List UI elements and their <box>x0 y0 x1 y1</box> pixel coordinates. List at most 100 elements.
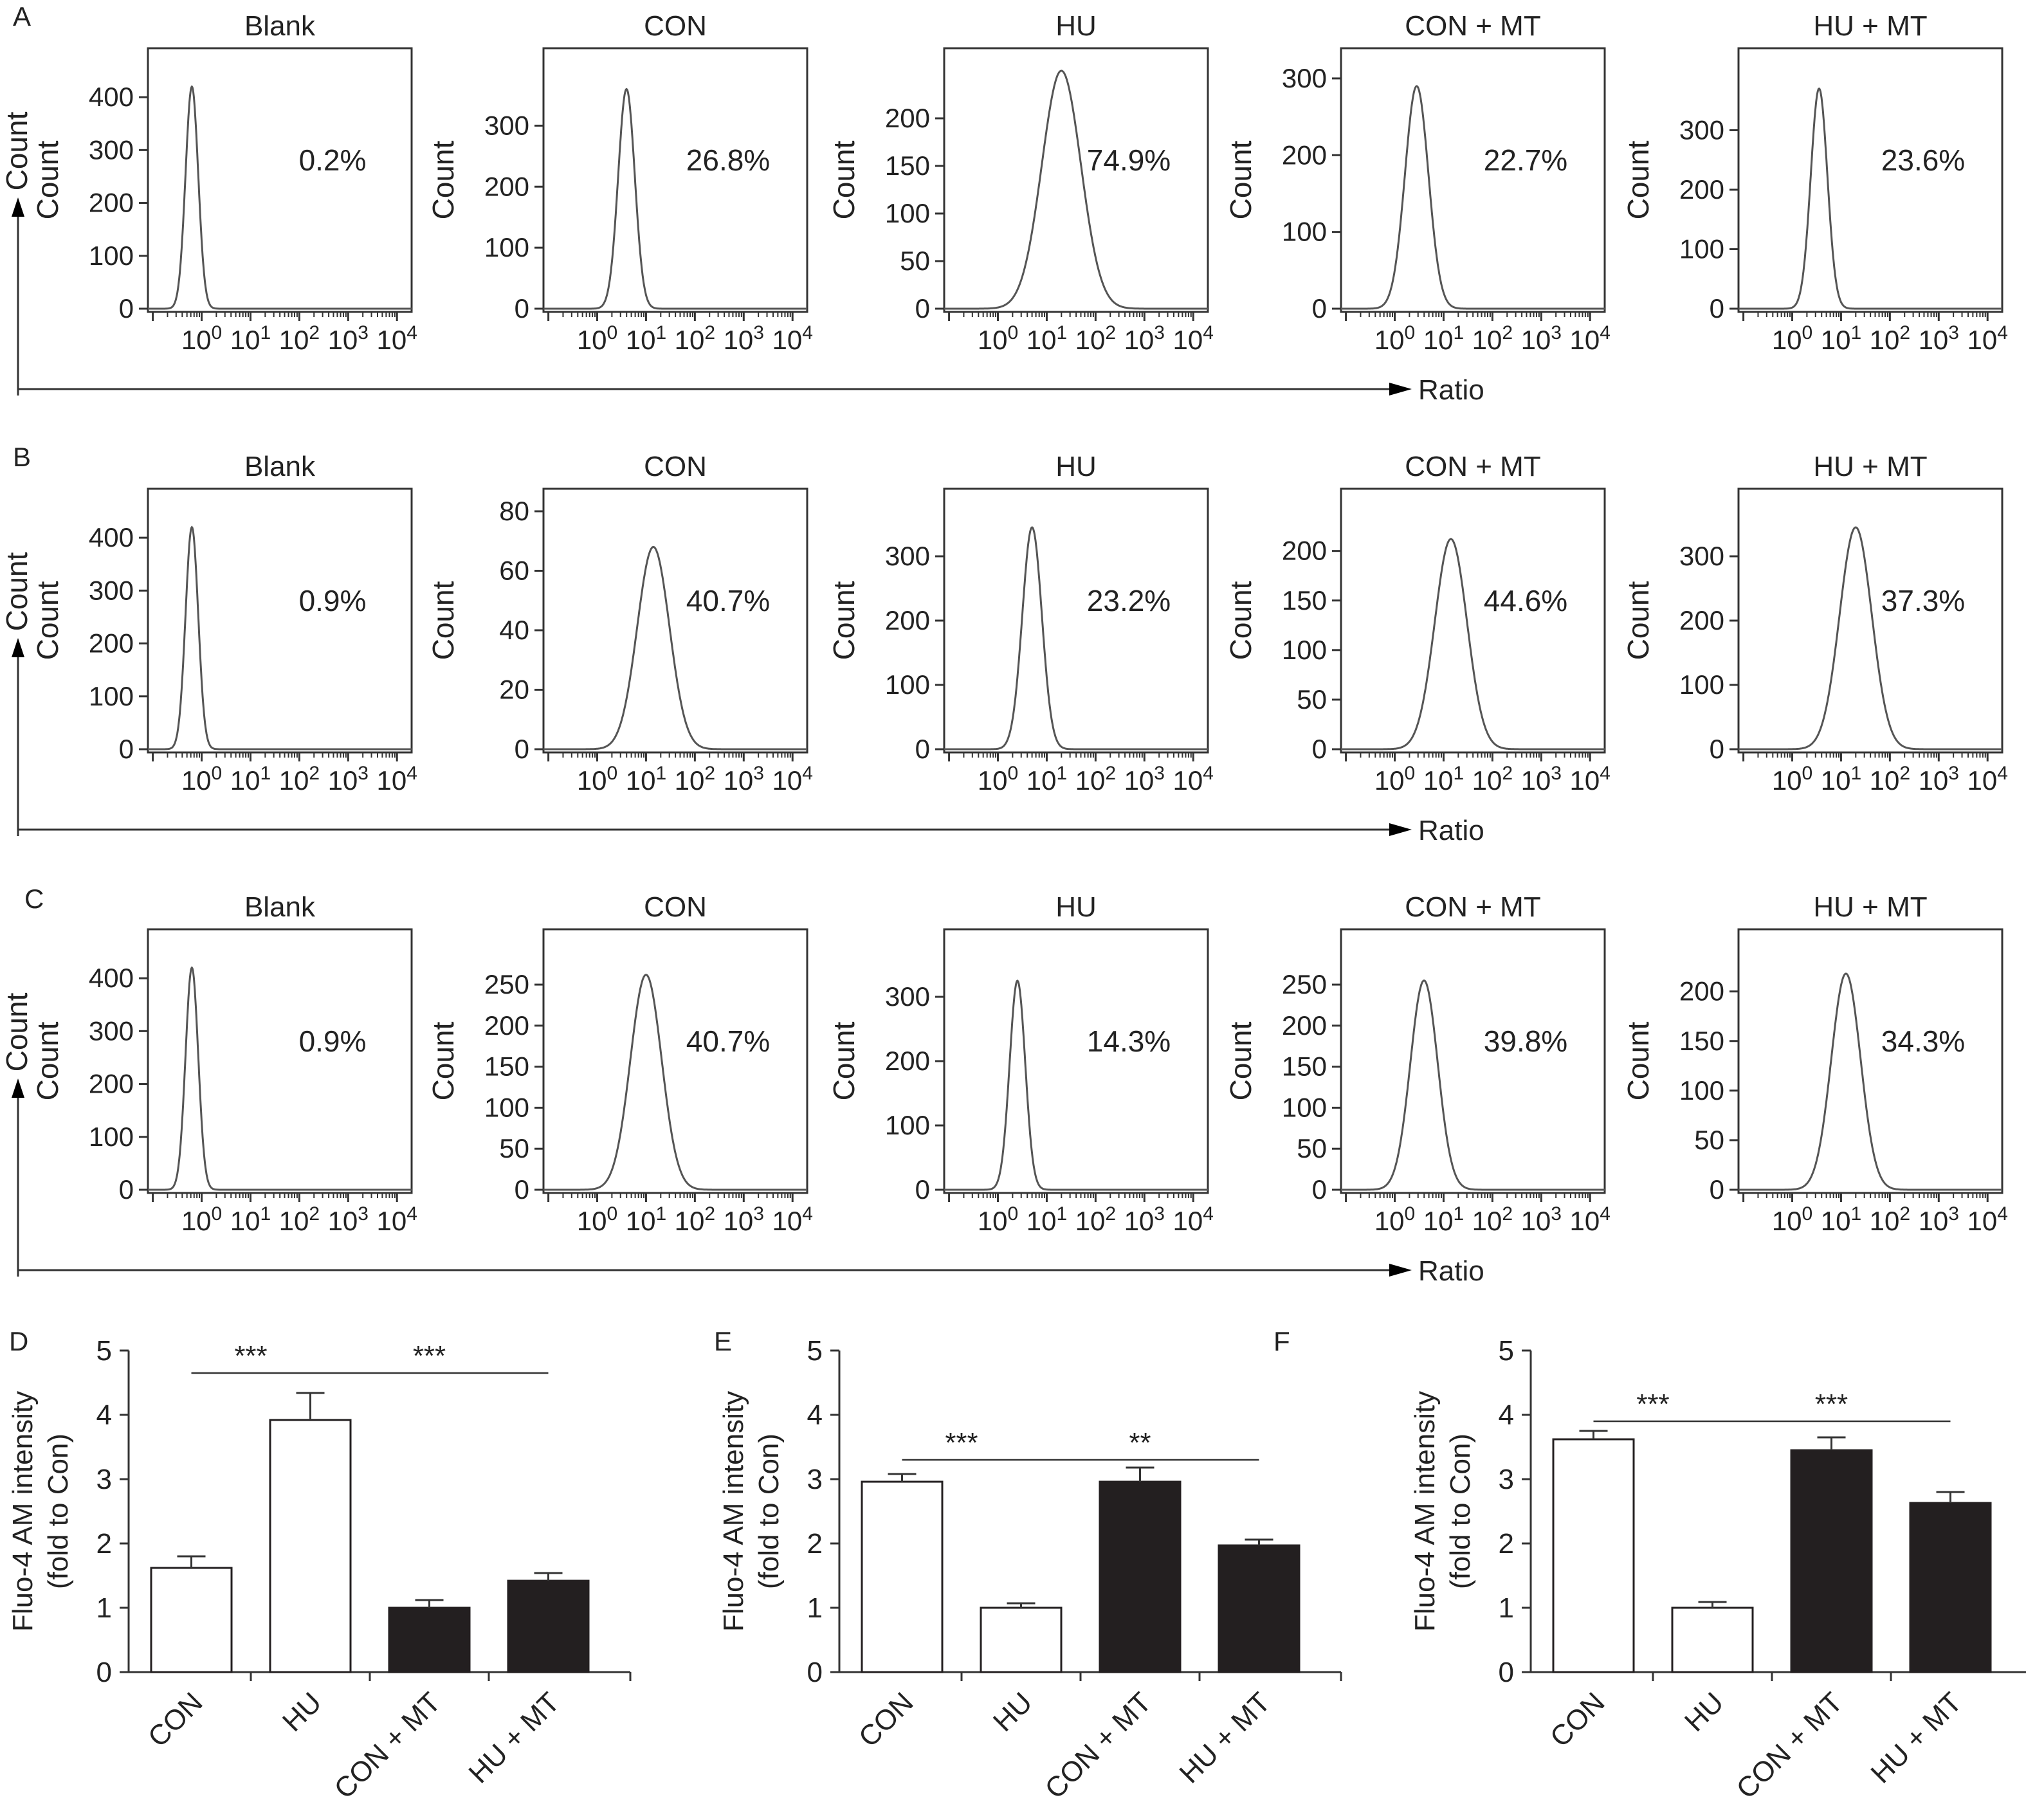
bar-chart-f: F 0 1 2 3 4 5 Fluo-4 AM intensity (fold to Con) C… <box>1273 1326 2026 1805</box>
category-label: HU + MT <box>1865 1686 1968 1789</box>
histogram-curve <box>944 526 1208 751</box>
y-tick-label: 400 <box>89 82 134 112</box>
y-tick-label: 100 <box>885 1110 930 1140</box>
panel-title: CON <box>644 891 707 923</box>
x-tick-label: 104 <box>772 763 813 796</box>
category-label: CON + MT <box>1730 1686 1848 1805</box>
gate-percentage: 44.6% <box>1484 584 1567 617</box>
y-tick-label: 300 <box>1679 115 1724 145</box>
x-tick-label: 104 <box>1967 763 2008 796</box>
y-tick-label: 100 <box>885 198 930 228</box>
plot-frame <box>943 928 1209 1194</box>
histogram-panel-b-4: HU + MT 0 100 200 300 Count 100 101 102 103 104 37.… <box>1621 451 2008 796</box>
y-tick-label: 50 <box>1694 1125 1724 1155</box>
x-tick-label: 100 <box>1772 322 1812 355</box>
y-tick-label: 60 <box>499 556 529 586</box>
y-tick-label: 0 <box>1710 1174 1724 1205</box>
y-tick-label: 100 <box>1282 1092 1327 1122</box>
y-tick-label: 100 <box>89 241 134 271</box>
histogram-panel-b-1: CON 0 20 40 60 80 Count 100 101 102 103 104 40.7% <box>426 451 813 796</box>
gate-percentage: 0.9% <box>299 1024 367 1058</box>
x-tick-label: 101 <box>1821 322 1861 355</box>
y-tick-label: 50 <box>1297 1133 1327 1163</box>
bar-y-tick-label: 2 <box>96 1528 112 1560</box>
x-tick-label: 102 <box>1870 1203 1910 1236</box>
y-tick-label: 0 <box>1312 293 1327 323</box>
x-tick-label: 100 <box>978 322 1018 355</box>
bar <box>1909 1502 1992 1673</box>
histogram-curve <box>944 979 1208 1191</box>
y-axis-label: Count <box>1224 581 1257 660</box>
bar-y-tick-label: 3 <box>807 1464 823 1495</box>
x-tick-label: 101 <box>1423 763 1464 796</box>
y-tick-label: 0 <box>119 734 134 764</box>
y-axis-label: Count <box>31 1021 64 1100</box>
gate-percentage: 0.2% <box>299 143 367 177</box>
bar-y-tick-label: 5 <box>1499 1335 1514 1367</box>
histogram-curve <box>1341 538 1605 751</box>
bar-y-tick-label: 4 <box>807 1399 823 1431</box>
y-tick-label: 200 <box>89 188 134 218</box>
bar-y-tick-label: 0 <box>1499 1657 1514 1688</box>
x-tick-label: 100 <box>181 1203 222 1236</box>
y-tick-label: 50 <box>1297 684 1327 714</box>
y-axis-label: Count <box>31 581 64 660</box>
y-tick-label: 200 <box>484 171 529 201</box>
x-tick-label: 104 <box>1570 1203 1611 1236</box>
category-label: CON <box>1544 1686 1611 1753</box>
x-tick-label: 104 <box>1173 763 1214 796</box>
y-tick-label: 250 <box>1282 969 1327 999</box>
y-tick-label: 400 <box>89 963 134 993</box>
y-tick-label: 0 <box>915 1174 930 1205</box>
panel-title: Blank <box>244 451 316 482</box>
y-tick-label: 150 <box>1282 585 1327 615</box>
bar <box>507 1579 590 1673</box>
x-tick-label: 101 <box>230 1203 271 1236</box>
y-tick-label: 100 <box>484 232 529 262</box>
category-label: CON <box>853 1686 920 1753</box>
histogram-curve <box>148 966 412 1191</box>
bar-y-tick-label: 0 <box>807 1657 823 1688</box>
panel-title: CON <box>644 10 707 42</box>
x-tick-label: 100 <box>1772 763 1812 796</box>
plot-frame <box>147 47 413 313</box>
x-tick-label: 104 <box>772 1203 813 1236</box>
x-tick-label: 100 <box>978 1203 1018 1236</box>
plot-frame <box>943 47 1209 313</box>
y-tick-label: 300 <box>885 981 930 1012</box>
y-tick-label: 300 <box>1282 63 1327 93</box>
gate-percentage: 40.7% <box>686 584 770 617</box>
x-tick-label: 103 <box>724 1203 764 1236</box>
x-tick-label: 103 <box>328 763 369 796</box>
gate-percentage: 74.9% <box>1087 143 1171 177</box>
gate-percentage: 22.7% <box>1484 143 1567 177</box>
gate-percentage: 0.9% <box>299 584 367 617</box>
bar-chart-d: D 0 1 2 3 4 5 Fluo-4 AM intensity (fold to Con) C… <box>7 1326 632 1805</box>
ratio-axis-arrowhead <box>1389 383 1412 396</box>
y-axis-label: Count <box>1621 581 1655 660</box>
category-label: CON <box>142 1686 209 1753</box>
panel-letter-e: E <box>714 1326 732 1356</box>
x-tick-label: 104 <box>1173 322 1214 355</box>
ratio-axis-label: Ratio <box>1418 815 1484 846</box>
y-tick-label: 150 <box>484 1051 529 1082</box>
y-axis-label: Count <box>31 140 64 219</box>
x-tick-label: 101 <box>1423 322 1464 355</box>
y-tick-label: 0 <box>515 1174 529 1205</box>
significance-label: ** <box>1129 1427 1151 1459</box>
x-tick-label: 101 <box>626 1203 666 1236</box>
y-tick-label: 20 <box>499 675 529 705</box>
y-tick-label: 0 <box>1710 293 1724 323</box>
histogram-panel-c-1: CON 0 50 100 150 200 250 Count 100 101 102 103 104 40… <box>426 891 813 1236</box>
x-tick-label: 102 <box>1870 322 1910 355</box>
x-tick-label: 102 <box>279 322 320 355</box>
x-tick-label: 100 <box>1374 763 1415 796</box>
bar-y-axis-label: Fluo-4 AM intensity <box>1409 1391 1441 1632</box>
x-tick-label: 103 <box>1124 322 1165 355</box>
y-axis-label: Count <box>426 140 460 219</box>
